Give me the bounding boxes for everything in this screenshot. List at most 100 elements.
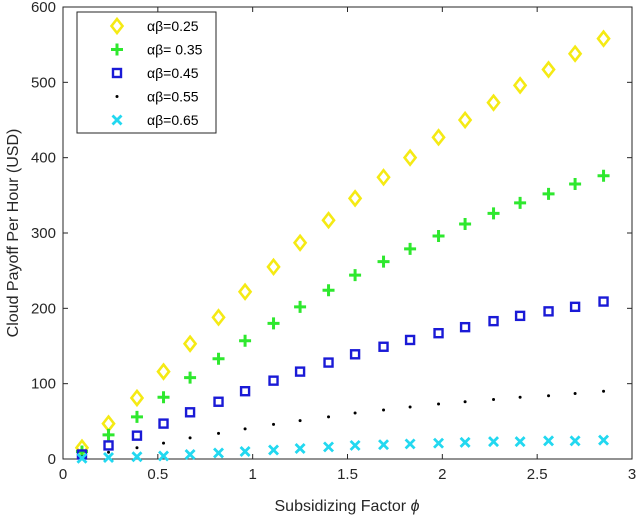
data-point [294,366,306,377]
data-point [569,301,581,313]
data-point [492,397,496,401]
data-point [294,442,306,454]
data-point [404,334,416,346]
data-point [268,375,279,386]
data-point [543,435,555,447]
x-tick-label: 0.5 [147,466,168,483]
data-point [103,440,114,451]
data-point [514,196,527,209]
data-point [378,439,390,451]
data-point [486,93,501,112]
data-point [433,327,444,339]
legend-marker [111,67,123,79]
x-tick-label: 3 [628,466,636,483]
data-point [598,296,609,307]
data-point [596,29,611,48]
data-point [323,441,335,453]
data-point [129,388,145,408]
data-point [184,371,197,384]
axis-ticks: 0 0.5 1 1.5 2 2.5 3 0 100 200 300 400 500 600 [31,0,636,483]
data-point [487,207,500,220]
data-point [569,435,581,447]
data-point [162,441,166,445]
legend-item: αβ= 0.35 [111,42,203,58]
data-point [349,349,361,360]
legend-marker [109,16,125,36]
series-layer [74,29,611,464]
data-point [514,310,526,322]
data-point [157,391,170,404]
data-point [212,352,225,365]
data-point [103,452,115,463]
data-point [459,217,472,230]
y-tick-label: 100 [31,376,56,393]
data-point [135,446,139,450]
data-point [431,128,446,147]
legend-marker [115,95,119,98]
series-4 [80,389,606,459]
data-point [457,110,473,130]
x-axis-title: Subsidizing Factor ϕ [275,498,420,515]
data-point [512,76,528,95]
data-point [437,402,441,406]
data-point [131,430,143,441]
data-point [239,386,251,397]
data-point [76,452,88,464]
legend-label: αβ=0.55 [147,89,199,105]
data-point [353,411,357,415]
data-point [602,389,606,393]
data-point [182,334,198,353]
data-point [376,168,391,187]
y-tick-label: 200 [31,300,56,317]
legend-label: αβ= 0.35 [147,42,203,58]
y-tick-label: 300 [31,225,56,242]
data-point [567,44,583,63]
legend: αβ=0.25 αβ= 0.35 αβ=0.45 αβ=0.55 αβ=0.65 [76,11,217,134]
data-point [237,282,253,301]
data-point [184,407,196,418]
data-point [130,410,143,423]
data-point [239,445,251,457]
data-point [322,284,335,297]
data-point [404,438,416,450]
data-point [184,448,196,460]
data-point [292,233,308,252]
data-point [323,357,334,368]
data-point [268,444,280,456]
data-point [213,447,225,459]
data-point [217,431,221,435]
data-point [349,439,361,451]
data-point [272,422,276,426]
data-point [347,189,363,208]
legend-label: αβ=0.25 [147,18,199,34]
y-tick-label: 500 [31,74,56,91]
x-tick-label: 1.5 [337,466,358,483]
legend-marker [111,43,123,56]
data-point [382,408,386,412]
legend-box [76,11,217,134]
series-2 [75,169,610,458]
x-tick-label: 0 [59,466,67,483]
data-point [433,437,445,449]
data-point [514,436,526,448]
x-tick-label: 2 [438,466,446,483]
data-point [463,400,467,404]
legend-label: αβ=0.65 [147,112,199,128]
legend-marker [111,114,123,126]
data-point [573,391,577,395]
data-point [598,434,610,446]
data-point [294,300,307,313]
data-point [542,187,555,200]
data-point [459,436,471,448]
data-point [377,255,390,268]
y-tick-label: 400 [31,150,56,167]
data-point [597,169,610,182]
data-point [156,362,171,381]
series-5 [76,434,610,464]
data-point [378,341,389,352]
data-point [488,436,500,448]
data-point [211,308,226,327]
data-point [402,148,418,167]
data-point [188,436,192,440]
x-tick-label: 1 [248,466,256,483]
